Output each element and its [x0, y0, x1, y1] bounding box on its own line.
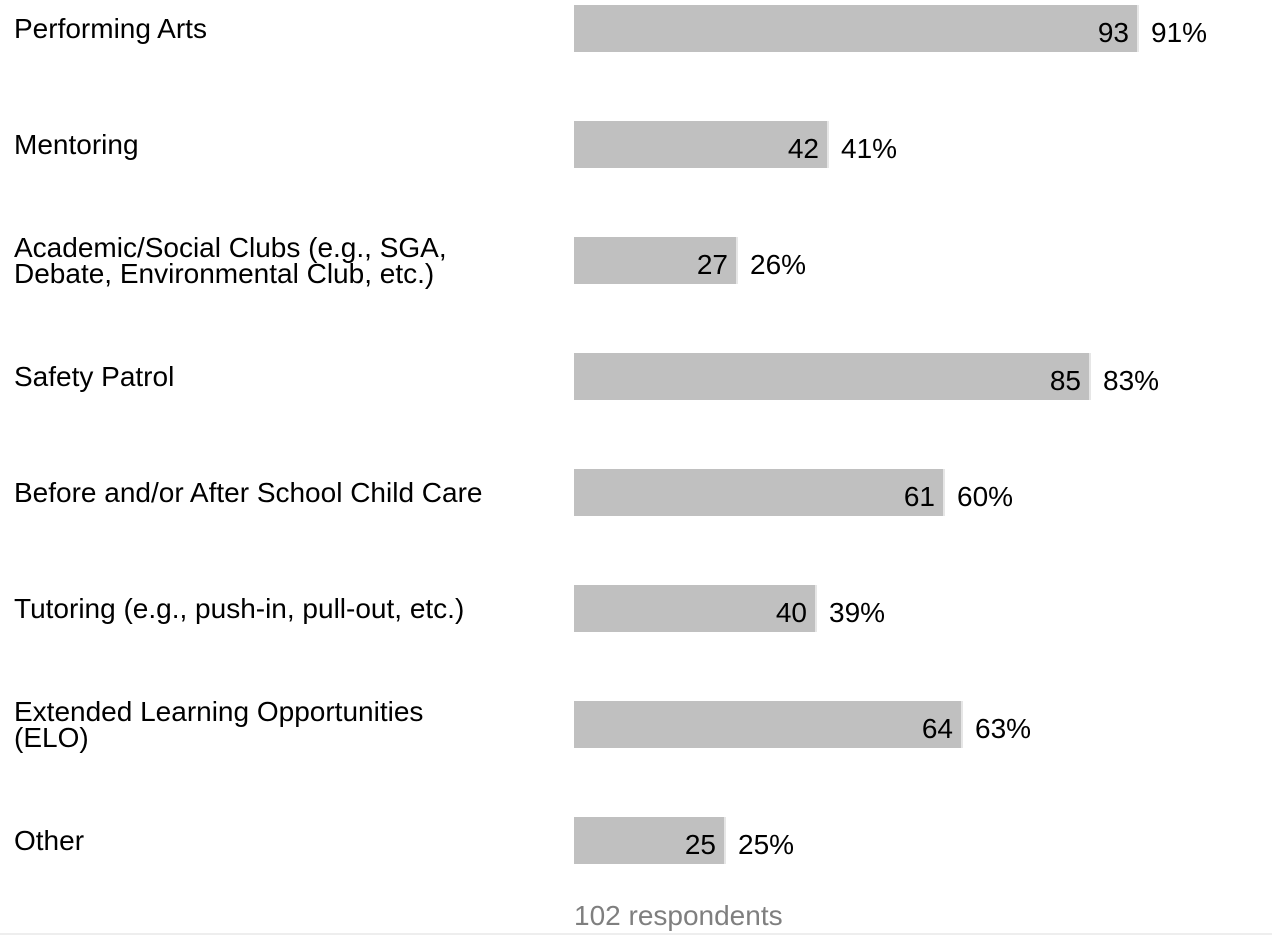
category-label: Performing Arts [14, 12, 207, 44]
category-label: Before and/or After School Child Care [14, 476, 483, 508]
category-label: Extended Learning Opportunities (ELO) [14, 695, 424, 753]
bar-value-label: 40 [775, 597, 807, 628]
bar-value-label: 61 [903, 481, 935, 512]
bar: 25 [574, 817, 726, 864]
bar-value-label: 93 [1097, 17, 1129, 48]
bar-percent-label: 83% [1103, 365, 1160, 396]
chart-row: Academic/Social Clubs (e.g., SGA, Debate… [0, 232, 1272, 348]
chart-row: Extended Learning Opportunities (ELO) 64 6… [0, 696, 1272, 812]
chart-row: Performing Arts 93 91% [0, 0, 1272, 116]
bar-value-label: 25 [684, 829, 716, 860]
bar-value-label: 27 [696, 249, 728, 280]
bar-percent-label: 39% [829, 597, 886, 628]
bar-percent-label: 91% [1151, 17, 1208, 48]
category-label: Tutoring (e.g., push-in, pull-out, etc.) [14, 592, 465, 624]
bar: 42 [574, 121, 829, 168]
bar-percent-label: 41% [841, 133, 898, 164]
bar: 85 [574, 353, 1091, 400]
bar: 27 [574, 237, 738, 284]
bar-value-label: 85 [1049, 365, 1081, 396]
bottom-divider [0, 933, 1272, 935]
chart-row: Tutoring (e.g., push-in, pull-out, etc.)… [0, 580, 1272, 696]
bar-value-label: 42 [787, 133, 819, 164]
bar-percent-label: 25% [738, 829, 795, 860]
bar: 64 [574, 701, 963, 748]
bar-percent-label: 63% [975, 713, 1032, 744]
chart-row: Safety Patrol 85 83% [0, 348, 1272, 464]
bar-percent-label: 26% [750, 249, 807, 280]
category-label: Safety Patrol [14, 360, 175, 392]
category-label: Other [14, 824, 85, 856]
chart-row: Other 25 25% [0, 812, 1272, 928]
chart-row: Before and/or After School Child Care 61 6… [0, 464, 1272, 580]
chart-row: Mentoring 42 41% [0, 116, 1272, 232]
bar: 61 [574, 469, 945, 516]
bar: 93 [574, 5, 1139, 52]
category-label: Mentoring [14, 128, 139, 160]
respondent-count: 102 respondents [574, 900, 783, 931]
category-label: Academic/Social Clubs (e.g., SGA, Debate… [14, 231, 447, 289]
bar: 40 [574, 585, 817, 632]
bar-percent-label: 60% [957, 481, 1014, 512]
bar-value-label: 64 [921, 713, 953, 744]
